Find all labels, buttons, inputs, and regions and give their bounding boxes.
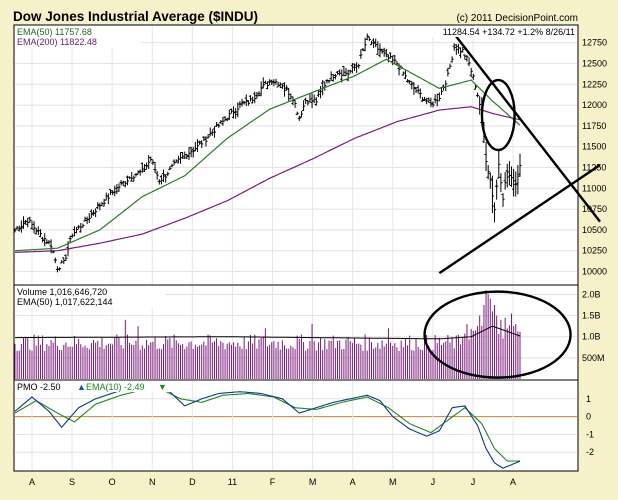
pmo-tick-label: -2 (586, 447, 594, 457)
volume-ema-line (15, 325, 521, 340)
last-quote: 11284.54 +134.72 +1.2% 8/26/11 (443, 27, 575, 37)
x-month-label: M (309, 477, 317, 487)
price-tick-label: 11750 (582, 121, 606, 131)
quote-bg (402, 26, 576, 37)
annotation-layer (423, 27, 601, 379)
x-month-label: A (510, 477, 516, 487)
ema50-label: EMA(50) 11757.68 (17, 27, 92, 37)
price-tick-label: 10250 (582, 246, 607, 256)
pmo-legend-bg (15, 381, 175, 392)
price-tick-label: 12250 (582, 79, 607, 89)
x-month-label: A (350, 477, 356, 487)
x-month-label: O (109, 477, 116, 487)
x-month-label: F (270, 477, 276, 487)
pmo-up-icon: ▲ (77, 382, 86, 392)
pmo-ema10-label: EMA(10) -2.49 (86, 382, 145, 392)
x-month-label: N (149, 477, 156, 487)
price-tick-label: 11000 (582, 183, 606, 193)
trendline-annotation (449, 27, 601, 223)
pmo-layer (14, 384, 521, 469)
pmo-tick-label: 1 (586, 394, 591, 404)
price-tick-label: 11250 (582, 162, 606, 172)
price-tick-label: 11500 (582, 142, 606, 152)
price-tick-label: 12750 (582, 38, 607, 48)
ema200-line (14, 106, 521, 253)
pmo-ema-down-icon: ▼ (158, 382, 167, 392)
x-month-label: J (471, 477, 476, 487)
pmo-tick-label: 0 (586, 412, 591, 422)
volume-ema-label: EMA(50) 1,017,622,144 (17, 297, 113, 307)
pmo-tick-label: -1 (586, 429, 594, 439)
volume-tick-label: 2.0B (582, 289, 601, 299)
price-layer (13, 33, 522, 273)
price-tick-label: 10500 (582, 225, 607, 235)
volume-tick-label: 500M (582, 353, 605, 363)
chart-title: Dow Jones Industrial Average ($INDU) (13, 9, 258, 24)
pmo-line (14, 384, 521, 469)
price-tick-label: 12000 (582, 100, 607, 110)
x-month-label: 11 (228, 477, 237, 487)
trendline-annotation (438, 163, 601, 275)
pmo-label: PMO -2.50 (17, 382, 61, 392)
pmo-signal-line (14, 387, 521, 462)
price-legend-bg (15, 26, 141, 48)
price-tick-label: 12500 (582, 58, 607, 68)
pmo-panel (13, 379, 579, 472)
ema200-label: EMA(200) 11822.48 (17, 37, 97, 47)
x-month-label: A (29, 477, 35, 487)
x-month-label: S (69, 477, 75, 487)
price-tick-label: 10000 (582, 267, 607, 277)
grid-layer (15, 26, 577, 470)
x-month-label: J (431, 477, 436, 487)
ema50-line (14, 58, 521, 252)
x-month-label: D (189, 477, 196, 487)
volume-tick-label: 1.5B (582, 311, 601, 321)
volume-label: Volume 1,016,646,720 (17, 287, 107, 297)
ellipse-annotation (480, 78, 516, 152)
price-panel (13, 24, 579, 286)
tick-layer: 10000 10250 10500 10750 11000 11250 11500 11750… (29, 38, 607, 487)
volume-ellipse-annotation (423, 290, 572, 379)
copyright-text: (c) 2011 DecisionPoint.com (456, 13, 578, 24)
volume-layer (14, 290, 521, 379)
price-tick-label: 10750 (582, 204, 607, 214)
x-month-label: M (389, 477, 397, 487)
volume-tick-label: 1.0B (582, 332, 601, 342)
volume-legend-bg (15, 286, 165, 308)
